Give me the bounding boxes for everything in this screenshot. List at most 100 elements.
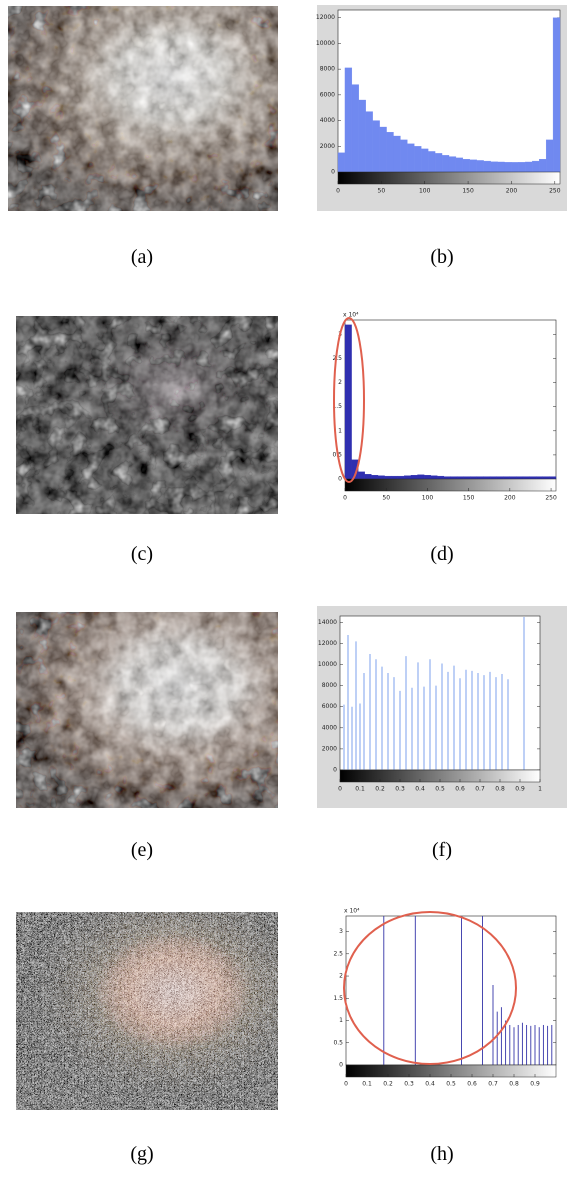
figure: (a) (b) (c) (d) (e) (f) (g) (h) 02000400… xyxy=(0,0,569,1185)
bar xyxy=(394,136,401,172)
x-tick-label: 0.6 xyxy=(467,1081,477,1088)
bar xyxy=(491,162,498,172)
x-tick-label: 0 xyxy=(343,495,347,502)
bar xyxy=(477,477,484,479)
bar xyxy=(525,162,532,172)
x-tick-label: 0.5 xyxy=(435,786,445,793)
bar xyxy=(483,477,490,479)
x-tick-label: 0.4 xyxy=(425,1081,435,1088)
bar xyxy=(505,162,512,172)
bar xyxy=(391,476,398,479)
x-tick-label: 150 xyxy=(463,495,475,502)
bar xyxy=(549,477,556,479)
bar xyxy=(484,161,491,172)
bar xyxy=(338,153,345,172)
bar xyxy=(400,140,407,172)
colorbar xyxy=(338,172,560,184)
bar xyxy=(421,149,428,172)
bar xyxy=(398,476,405,479)
caption: (b) xyxy=(430,246,453,268)
y-tick-label: 0 xyxy=(339,1062,343,1069)
x-tick-label: 0.3 xyxy=(395,786,405,793)
bar xyxy=(539,159,546,172)
bar xyxy=(516,477,523,479)
y-tick-label: 10000 xyxy=(316,40,335,47)
bar xyxy=(359,100,366,172)
x-tick-label: 0 xyxy=(336,188,340,195)
x-tick-label: 0.2 xyxy=(383,1081,393,1088)
y-tick-label: 1 xyxy=(339,1017,343,1024)
bar xyxy=(352,85,359,172)
y-tick-label: 6000 xyxy=(322,703,337,710)
bar xyxy=(345,325,352,479)
bar xyxy=(414,146,421,172)
photo xyxy=(8,6,278,211)
y-tick-label: 1 xyxy=(338,427,342,434)
y-tick-label: 4000 xyxy=(322,724,337,731)
photo xyxy=(16,912,278,1110)
y-tick-label: 0 xyxy=(331,169,335,176)
bar xyxy=(532,161,539,172)
bar xyxy=(371,475,378,479)
bar xyxy=(498,162,505,172)
y-tick-label: 8000 xyxy=(320,66,335,73)
y-tick-label: 14000 xyxy=(318,619,337,626)
x-tick-label: 0.3 xyxy=(404,1081,414,1088)
x-tick-label: 0.9 xyxy=(530,1081,540,1088)
bar xyxy=(536,477,543,479)
bar xyxy=(365,474,372,479)
y-tick-label: 4000 xyxy=(320,117,335,124)
y-tick-label: 2 xyxy=(338,379,342,386)
bar xyxy=(418,475,425,479)
bar xyxy=(428,151,435,172)
x-tick-label: 50 xyxy=(378,188,386,195)
bar xyxy=(435,153,442,172)
y-tick-label: 0 xyxy=(333,767,337,774)
bar xyxy=(530,477,537,479)
plot-area xyxy=(345,320,556,479)
bar xyxy=(503,477,510,479)
y-tick-label: 6000 xyxy=(320,91,335,98)
bar xyxy=(451,477,458,479)
bar xyxy=(404,476,411,479)
bar xyxy=(518,162,525,172)
bar xyxy=(490,477,497,479)
bar xyxy=(464,477,471,479)
x-tick-label: 0.1 xyxy=(362,1081,372,1088)
x-tick-label: 250 xyxy=(545,495,557,502)
colorbar xyxy=(345,479,556,491)
photo xyxy=(16,316,278,514)
bar xyxy=(470,477,477,479)
x-tick-label: 0.1 xyxy=(355,786,365,793)
axis-multiplier: x 10⁴ xyxy=(343,312,359,319)
bar xyxy=(477,160,484,172)
bar xyxy=(523,477,530,479)
x-tick-label: 0.5 xyxy=(446,1081,456,1088)
bar xyxy=(387,132,394,172)
page: (a) (b) (c) (d) (e) (f) (g) (h) 02000400… xyxy=(0,0,569,1185)
y-tick-label: 2000 xyxy=(320,143,335,150)
x-tick-label: 0.8 xyxy=(495,786,505,793)
y-tick-label: 0.5 xyxy=(333,1039,343,1046)
caption: (h) xyxy=(430,1143,453,1165)
bar xyxy=(543,477,550,479)
x-tick-label: 0.7 xyxy=(475,786,485,793)
bar xyxy=(358,472,365,479)
y-tick-label: 12000 xyxy=(318,640,337,647)
plot-area xyxy=(346,916,556,1065)
bar xyxy=(373,121,380,172)
bar xyxy=(385,476,392,479)
y-tick-label: 0 xyxy=(338,476,342,483)
bar xyxy=(345,68,352,172)
caption: (g) xyxy=(130,1143,153,1165)
bar xyxy=(431,476,438,479)
bar xyxy=(510,477,517,479)
x-tick-label: 200 xyxy=(506,188,518,195)
caption: (c) xyxy=(131,543,153,565)
x-tick-label: 200 xyxy=(504,495,516,502)
bar xyxy=(424,475,431,479)
y-tick-label: 10000 xyxy=(318,661,337,668)
y-tick-label: 2 xyxy=(339,973,343,980)
bar xyxy=(378,476,385,479)
x-tick-label: 0.8 xyxy=(509,1081,519,1088)
